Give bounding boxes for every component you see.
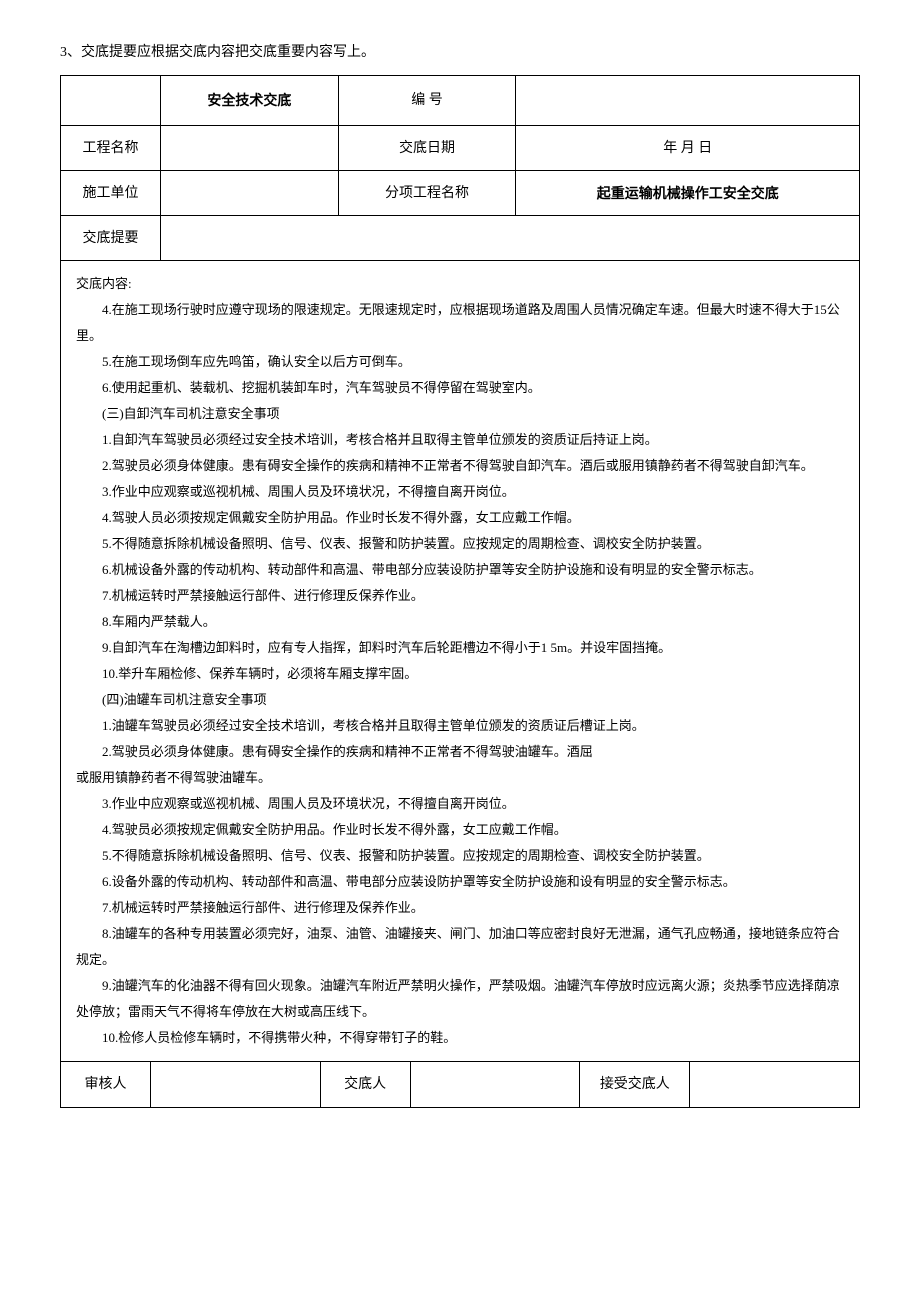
content-item: 4.驾驶员必须按规定佩戴安全防护用品。作业时长发不得外露，女工应戴工作帽。 [76,817,844,843]
content-item: (三)自卸汽车司机注意安全事项 [76,401,844,427]
content-item: 3.作业中应观察或巡视机械、周围人员及环境状况，不得擅自离开岗位。 [76,791,844,817]
header-blank-1 [61,76,161,126]
number-label: 编 号 [338,76,516,126]
footer-table: 审核人 交底人 接受交底人 [60,1061,860,1108]
disclose-label: 交底人 [320,1062,410,1108]
content-heading: 交底内容: [76,271,844,297]
subproject-label: 分项工程名称 [338,171,516,216]
reviewer-value [151,1062,321,1108]
content-item: 9.油罐汽车的化油器不得有回火现象。油罐汽车附近严禁明火操作，严禁吸烟。油罐汽车… [76,973,844,1025]
content-item: 2.驾驶员必须身体健康。患有碍安全操作的疾病和精神不正常者不得驾驶自卸汽车。酒后… [76,453,844,479]
content-item: 5.不得随意拆除机械设备照明、信号、仪表、报警和防护装置。应按规定的周期检查、调… [76,531,844,557]
content-item: 10.检修人员检修车辆时，不得携带火种，不得穿带钉子的鞋。 [76,1025,844,1051]
content-item: (四)油罐车司机注意安全事项 [76,687,844,713]
content-item: 10.举升车厢检修、保养车辆时，必须将车厢支撑牢固。 [76,661,844,687]
receiver-label: 接受交底人 [580,1062,690,1108]
header-table: 安全技术交底 编 号 工程名称 交底日期 年 月 日 施工单位 分项工程名称 起… [60,75,860,261]
content-item: 6.使用起重机、装载机、挖掘机装卸车时，汽车驾驶员不得停留在驾驶室内。 [76,375,844,401]
content-item: 8.车厢内严禁载人。 [76,609,844,635]
summary-label: 交底提要 [61,216,161,261]
project-name-value [161,126,339,171]
disclose-value [410,1062,580,1108]
content-item: 5.不得随意拆除机械设备照明、信号、仪表、报警和防护装置。应按规定的周期检查、调… [76,843,844,869]
content-item-noindent: 或服用镇静药者不得驾驶油罐车。 [76,765,844,791]
subproject-value: 起重运输机械操作工安全交底 [516,171,860,216]
receiver-value [690,1062,860,1108]
content-item: 4.驾驶人员必须按规定佩戴安全防护用品。作业时长发不得外露，女工应戴工作帽。 [76,505,844,531]
content-item: 7.机械运转时严禁接触运行部件、进行修理及保养作业。 [76,895,844,921]
content-item: 7.机械运转时严禁接触运行部件、进行修理反保养作业。 [76,583,844,609]
reviewer-label: 审核人 [61,1062,151,1108]
date-value: 年 月 日 [516,126,860,171]
project-name-label: 工程名称 [61,126,161,171]
content-item: 1.油罐车驾驶员必须经过安全技术培训，考核合格并且取得主管单位颁发的资质证后槽证… [76,713,844,739]
form-title: 安全技术交底 [161,76,339,126]
content-item: 6.机械设备外露的传动机构、转动部件和高温、带电部分应装设防护罩等安全防护设施和… [76,557,844,583]
content-item: 1.自卸汽车驾驶员必须经过安全技术培训，考核合格并且取得主管单位颁发的资质证后持… [76,427,844,453]
content-item: 9.自卸汽车在淘槽边卸料时，应有专人指挥，卸料时汽车后轮距槽边不得小于1 5m。… [76,635,844,661]
content-item: 4.在施工现场行驶时应遵守现场的限速规定。无限速规定时，应根据现场道路及周围人员… [76,297,844,349]
content-box: 交底内容: 4.在施工现场行驶时应遵守现场的限速规定。无限速规定时，应根据现场道… [60,261,860,1061]
content-item: 5.在施工现场倒车应先鸣笛，确认安全以后方可倒车。 [76,349,844,375]
content-item: 6.设备外露的传动机构、转动部件和高温、带电部分应装设防护罩等安全防护设施和设有… [76,869,844,895]
date-label: 交底日期 [338,126,516,171]
summary-value [161,216,860,261]
top-note: 3、交底提要应根据交底内容把交底重要内容写上。 [60,40,860,65]
content-item: 3.作业中应观察或巡视机械、周围人员及环境状况，不得擅自离开岗位。 [76,479,844,505]
unit-label: 施工单位 [61,171,161,216]
content-item: 8.油罐车的各种专用装置必须完好，油泵、油管、油罐接夹、闸门、加油口等应密封良好… [76,921,844,973]
number-value [516,76,860,126]
content-item: 2.驾驶员必须身体健康。患有碍安全操作的疾病和精神不正常者不得驾驶油罐车。酒屈 [76,739,844,765]
unit-value [161,171,339,216]
